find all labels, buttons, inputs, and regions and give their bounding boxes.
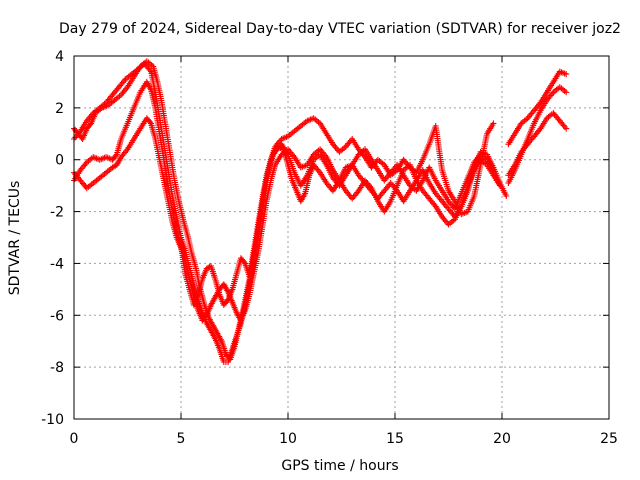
x-tick-label: 10 bbox=[279, 431, 297, 447]
data-point bbox=[490, 120, 497, 127]
axis-ticks bbox=[73, 55, 610, 420]
chart-title: Day 279 of 2024, Sidereal Day-to-day VTE… bbox=[59, 21, 621, 37]
data-point bbox=[563, 89, 570, 96]
x-axis-label: GPS time / hours bbox=[281, 458, 398, 474]
plot-frame bbox=[73, 55, 610, 420]
y-tick-label: 0 bbox=[55, 153, 64, 169]
data-points bbox=[71, 58, 570, 365]
y-tick-label: -8 bbox=[50, 360, 64, 376]
x-tick-label: 0 bbox=[70, 431, 79, 447]
y-tick-label: -10 bbox=[41, 412, 64, 428]
data-point bbox=[147, 119, 153, 126]
data-point bbox=[503, 193, 510, 199]
data-point bbox=[496, 182, 503, 189]
data-point bbox=[490, 167, 497, 174]
x-tick-label: 15 bbox=[386, 431, 404, 447]
y-tick-label: -4 bbox=[50, 256, 64, 272]
data-point bbox=[112, 152, 119, 159]
data-point bbox=[241, 259, 248, 266]
y-axis-label: SDTVAR / TECUs bbox=[7, 181, 23, 296]
y-tick-label: 4 bbox=[55, 49, 64, 65]
x-tick-labels: 0 5 10 15 20 25 bbox=[70, 431, 618, 447]
y-tick-label: -6 bbox=[50, 308, 64, 324]
data-point bbox=[563, 71, 570, 78]
y-tick-label: 2 bbox=[55, 101, 64, 117]
data-point bbox=[563, 125, 570, 132]
y-tick-label: -2 bbox=[50, 205, 64, 221]
y-tick-labels: 4 2 0 -2 -4 -6 -8 -10 bbox=[41, 49, 64, 428]
x-tick-label: 25 bbox=[600, 431, 618, 447]
x-tick-label: 5 bbox=[177, 431, 186, 447]
x-tick-label: 20 bbox=[493, 431, 511, 447]
